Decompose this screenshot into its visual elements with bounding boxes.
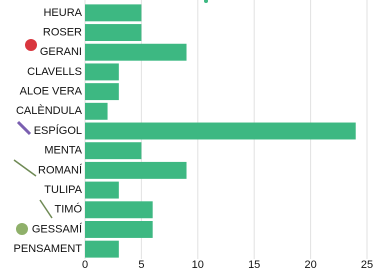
bar (85, 123, 356, 140)
bar (85, 83, 119, 100)
y-tick-label: ROMANÍ (38, 163, 83, 176)
bar (85, 142, 141, 159)
bar (85, 182, 119, 199)
y-tick-label: TIMÓ (55, 203, 83, 216)
bar (85, 4, 141, 21)
x-tick-label: 0 (82, 259, 88, 269)
y-tick-label: ROSER (43, 26, 82, 38)
bar (85, 24, 141, 41)
y-tick-label: ALOE VERA (20, 86, 83, 98)
bar (85, 103, 108, 120)
y-tick-label: MENTA (44, 145, 82, 157)
y-tick-label: PENSAMENT (14, 243, 83, 255)
y-tick-label: TULIPA (44, 184, 82, 196)
x-tick-label: 25 (361, 259, 373, 269)
x-tick-label: 5 (138, 259, 144, 269)
bar (85, 63, 119, 80)
bar (85, 44, 187, 61)
bar (85, 201, 153, 218)
y-tick-label: GERANI (40, 46, 82, 58)
y-tick-label: CLAVELLS (27, 66, 82, 78)
y-tick-label: GESSAMÍ (32, 222, 83, 235)
chart: 0 5 10 15 20 25 HEURA ROSER GERANI CLAVELLS ALOE V… (0, 0, 373, 269)
bar (85, 221, 153, 238)
y-tick-label: HEURA (43, 7, 82, 19)
bar (85, 241, 119, 258)
x-tick-label: 15 (248, 259, 260, 269)
y-tick-label: ESPÍGOL (34, 124, 82, 137)
x-tick-label: 10 (192, 259, 204, 269)
y-tick-label: CALÈNDULA (16, 104, 83, 117)
bar (85, 162, 187, 179)
x-tick-label: 20 (304, 259, 316, 269)
